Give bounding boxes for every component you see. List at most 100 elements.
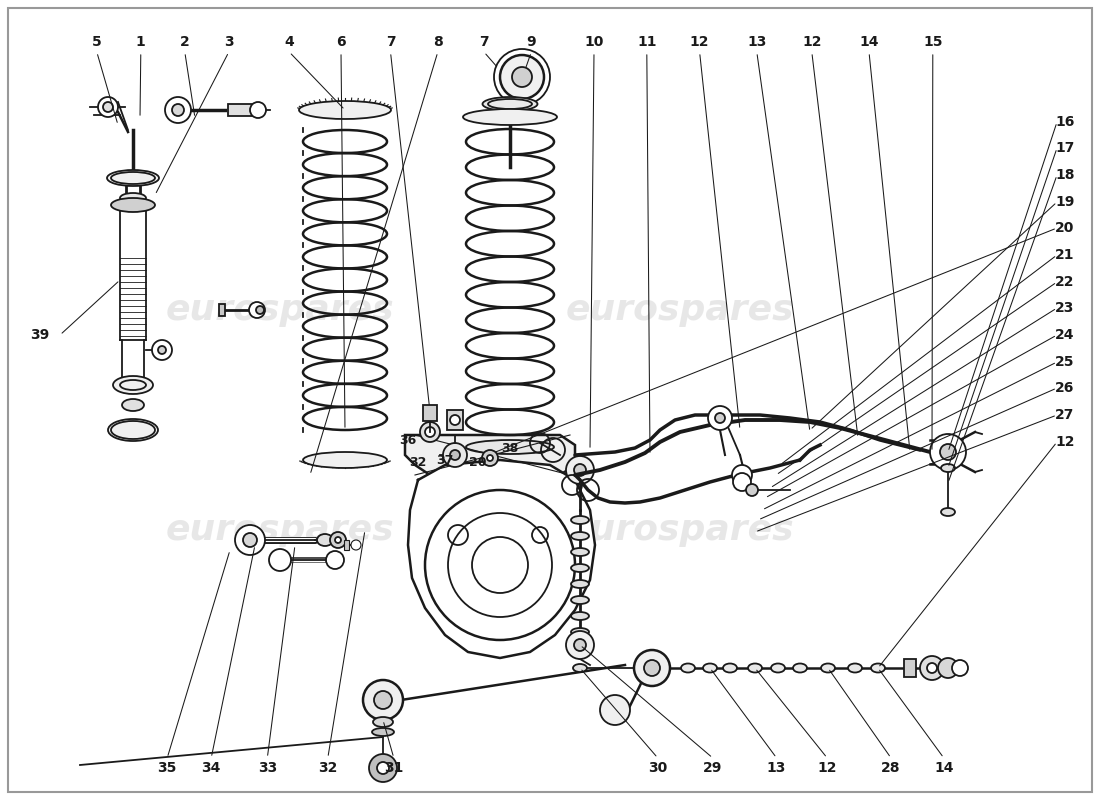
Circle shape (165, 97, 191, 123)
Circle shape (952, 660, 968, 676)
Text: 30: 30 (648, 761, 668, 775)
Text: 7: 7 (386, 35, 395, 49)
Bar (424, 405, 437, 421)
Ellipse shape (871, 663, 886, 673)
Bar (447, 410, 463, 430)
Ellipse shape (571, 548, 588, 556)
Text: 7: 7 (480, 35, 488, 49)
Ellipse shape (848, 663, 862, 673)
Text: 29: 29 (703, 761, 723, 775)
Ellipse shape (793, 663, 807, 673)
Ellipse shape (571, 596, 588, 604)
Circle shape (938, 658, 958, 678)
Text: 6: 6 (337, 35, 345, 49)
Text: 4: 4 (285, 35, 294, 49)
Circle shape (368, 754, 397, 782)
Bar (904, 659, 916, 677)
Text: 37: 37 (437, 454, 453, 466)
Circle shape (249, 302, 265, 318)
Ellipse shape (821, 663, 835, 673)
Text: 12: 12 (1055, 435, 1075, 449)
Text: 23: 23 (1055, 301, 1075, 315)
Circle shape (152, 340, 172, 360)
Circle shape (363, 680, 403, 720)
Text: 18: 18 (1055, 168, 1075, 182)
Text: 8: 8 (433, 35, 442, 49)
Ellipse shape (122, 399, 144, 411)
Circle shape (746, 484, 758, 496)
Ellipse shape (495, 548, 525, 562)
Polygon shape (405, 435, 575, 475)
Circle shape (330, 532, 346, 548)
Circle shape (443, 443, 468, 467)
Text: 32: 32 (409, 455, 427, 469)
Text: 27: 27 (1055, 408, 1075, 422)
Circle shape (487, 455, 493, 461)
Circle shape (450, 450, 460, 460)
Text: 35: 35 (157, 761, 177, 775)
Text: 38: 38 (502, 442, 518, 454)
Text: 36: 36 (399, 434, 417, 446)
Circle shape (644, 660, 660, 676)
Circle shape (482, 450, 498, 466)
Circle shape (270, 549, 292, 571)
Text: 3: 3 (224, 35, 233, 49)
Ellipse shape (940, 464, 955, 472)
Circle shape (336, 537, 341, 543)
Circle shape (715, 413, 725, 423)
Ellipse shape (571, 628, 588, 636)
Ellipse shape (466, 440, 554, 454)
Text: 20: 20 (1055, 221, 1075, 235)
Text: 31: 31 (384, 761, 404, 775)
Circle shape (250, 102, 266, 118)
Bar (219, 304, 225, 316)
Text: 17: 17 (1055, 141, 1075, 155)
Ellipse shape (571, 612, 588, 620)
Circle shape (634, 650, 670, 686)
Circle shape (708, 406, 732, 430)
Circle shape (500, 55, 544, 99)
Text: 16: 16 (1055, 115, 1075, 129)
Text: 33: 33 (257, 761, 277, 775)
Ellipse shape (723, 663, 737, 673)
Circle shape (377, 762, 389, 774)
Ellipse shape (748, 663, 762, 673)
Circle shape (420, 422, 440, 442)
Ellipse shape (111, 198, 155, 212)
Circle shape (172, 104, 184, 116)
Text: 9: 9 (527, 35, 536, 49)
Circle shape (103, 102, 113, 112)
Ellipse shape (373, 717, 393, 727)
Text: 1: 1 (136, 35, 145, 49)
Circle shape (512, 67, 532, 87)
Circle shape (733, 473, 751, 491)
Text: 2: 2 (180, 35, 189, 49)
Circle shape (566, 456, 594, 484)
Ellipse shape (571, 516, 588, 524)
Text: 21: 21 (1055, 248, 1075, 262)
Text: 14: 14 (934, 761, 954, 775)
Text: eurospares: eurospares (565, 513, 794, 547)
Text: 12: 12 (817, 761, 837, 775)
Ellipse shape (372, 728, 394, 736)
Text: 10: 10 (584, 35, 604, 49)
Circle shape (574, 639, 586, 651)
Circle shape (930, 434, 966, 470)
Circle shape (326, 551, 344, 569)
Text: 11: 11 (637, 35, 657, 49)
Text: eurospares: eurospares (166, 293, 394, 327)
Circle shape (98, 97, 118, 117)
Ellipse shape (940, 508, 955, 516)
Text: 13: 13 (767, 761, 786, 775)
Text: 34: 34 (201, 761, 221, 775)
Text: 19: 19 (1055, 195, 1075, 209)
Circle shape (351, 540, 361, 550)
Text: 12: 12 (690, 35, 710, 49)
Circle shape (450, 415, 460, 425)
Text: 12: 12 (802, 35, 822, 49)
Circle shape (256, 306, 264, 314)
Text: eurospares: eurospares (166, 513, 394, 547)
Text: 20: 20 (470, 455, 486, 469)
Ellipse shape (317, 534, 333, 546)
Ellipse shape (113, 376, 153, 394)
